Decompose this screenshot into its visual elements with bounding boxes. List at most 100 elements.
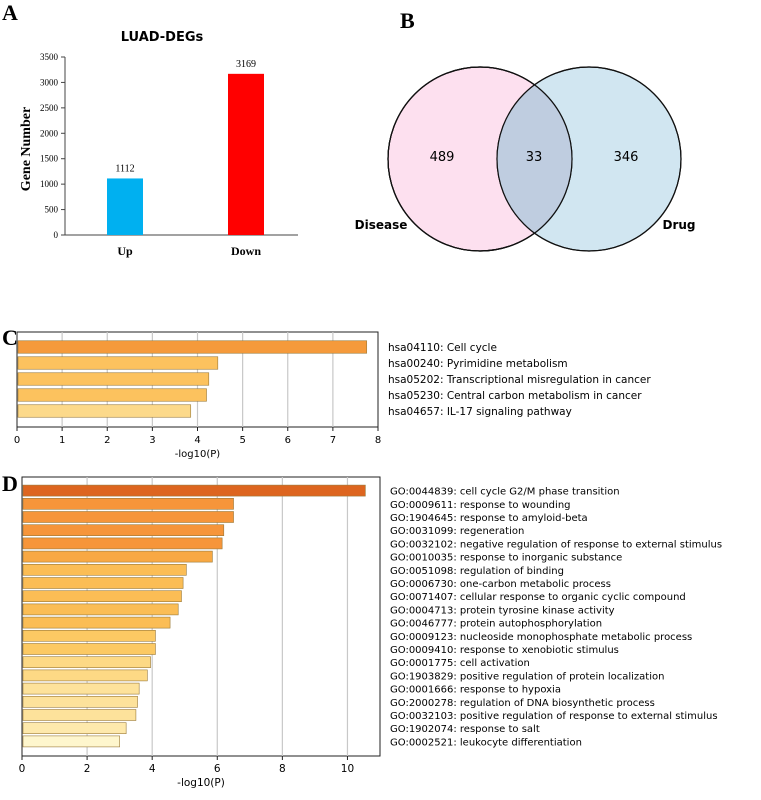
venn-label-disease: Disease [355, 218, 408, 232]
panel-d-bar [22, 484, 366, 497]
panel-a-data-label: 3169 [236, 59, 256, 70]
panel-d-term-label: GO:2000278: regulation of DNA biosynthet… [390, 698, 655, 709]
panel-a-bar-chart: LUAD-DEGs Gene Number 0 500 1000 1500 2000 25… [19, 30, 298, 258]
panel-c-kegg-bars: hsa04110: Cell cycle hsa00240: Pyrimidine… [14, 331, 651, 460]
panel-d-bar [22, 616, 171, 629]
panel-d-term-label: GO:0046777: protein autophosphorylation [390, 619, 602, 630]
panel-c-bar [17, 404, 192, 418]
panel-d-bar [22, 722, 127, 735]
panel-b-venn: 489 33 346 Disease Drug [355, 66, 696, 252]
venn-outline-drug [496, 66, 682, 252]
panel-c-bar [17, 372, 210, 386]
panel-d-term-label: GO:0044839: cell cycle G2/M phase transi… [390, 487, 620, 498]
panel-c-term-label: hsa04657: IL-17 signaling pathway [388, 406, 572, 418]
panel-a-ylabel: Gene Number [19, 107, 34, 191]
panel-d-term-label: GO:0001666: response to hypoxia [390, 685, 561, 696]
panel-d-bar [22, 643, 156, 655]
panel-d-term-label: GO:0009410: response to xenobiotic stimu… [390, 645, 619, 656]
venn-count-intersection: 33 [526, 150, 543, 165]
panel-d-xtick-label: 2 [84, 763, 91, 775]
venn-count-disease: 489 [430, 150, 455, 165]
panel-d-bar [22, 735, 120, 748]
venn-count-drug: 346 [614, 150, 639, 165]
panel-label-c: C [2, 325, 18, 350]
panel-d-bar [22, 537, 223, 550]
panel-d-bar [22, 709, 137, 721]
panel-a-bar-down [228, 73, 264, 236]
panel-d-term-label: GO:0009123: nucleoside monophosphate met… [390, 632, 692, 643]
panel-c-bar [17, 356, 219, 370]
panel-c-xtick-label: 7 [330, 435, 336, 446]
panel-c-xtick-label: 5 [239, 435, 245, 446]
panel-d-bar [22, 524, 225, 537]
panel-d-bar [22, 577, 184, 589]
panel-d-term-label: GO:1903829: positive regulation of prote… [390, 671, 664, 682]
panel-d-term-label: GO:0010035: response to inorganic substa… [390, 553, 622, 564]
panel-c-xtick-label: 2 [104, 435, 110, 446]
panel-d-bar [22, 603, 179, 616]
panel-c-bar [17, 388, 207, 402]
panel-d-xtick-label: 10 [341, 763, 354, 775]
panel-d-bar [22, 497, 234, 510]
panel-a-bar-up [107, 178, 143, 235]
panel-d-bar [22, 669, 148, 682]
panel-a-ytick-label: 0 [54, 230, 59, 240]
panel-a-ytick-label: 1500 [40, 154, 59, 164]
panel-c-xtick-label: 4 [194, 435, 200, 446]
panel-c-bar [17, 340, 368, 354]
panel-c-xtick-label: 6 [285, 435, 291, 446]
panel-d-term-label: GO:0051098: regulation of binding [390, 566, 564, 577]
panel-d-bar [22, 656, 151, 669]
panel-a-data-label: 1112 [115, 163, 134, 174]
panel-a-ytick-label: 2000 [40, 128, 59, 138]
venn-label-drug: Drug [662, 218, 695, 232]
panel-d-term-label: GO:0001775: cell activation [390, 658, 530, 669]
panel-a-ytick-label: 3000 [40, 77, 59, 87]
panel-d-bar [22, 511, 234, 523]
panel-d-term-label: GO:0032102: negative regulation of respo… [390, 539, 722, 550]
panel-d-term-label: GO:1902074: response to salt [390, 724, 540, 735]
panel-label-b: B [400, 8, 415, 33]
panel-a-category-label: Up [117, 244, 133, 258]
panel-c-xtick-label: 8 [375, 435, 381, 446]
panel-a-ytick-label: 1000 [40, 179, 59, 189]
panel-c-xtick-label: 1 [59, 435, 65, 446]
panel-d-term-label: GO:0006730: one-carbon metabolic process [390, 579, 611, 590]
panel-d-go-bars: GO:0044839: cell cycle G2/M phase transi… [19, 476, 722, 789]
panel-d-xtick-label: 6 [214, 763, 221, 775]
panel-c-term-label: hsa00240: Pyrimidine metabolism [388, 358, 568, 370]
panel-d-term-label: GO:0004713: protein tyrosine kinase acti… [390, 605, 615, 616]
panel-d-xtick-label: 8 [279, 763, 286, 775]
panel-c-xlabel: -log10(P) [175, 449, 221, 460]
panel-d-bar [22, 682, 140, 695]
panel-d-term-label: GO:0002521: leukocyte differentiation [390, 737, 582, 748]
panel-d-bar [22, 550, 213, 563]
panel-d-bar [22, 695, 138, 708]
panel-a-title: LUAD-DEGs [121, 30, 204, 45]
panel-a-ytick-label: 2500 [40, 103, 59, 113]
panel-d-xlabel: -log10(P) [177, 777, 225, 789]
panel-c-term-label: hsa05202: Transcriptional misregulation … [388, 374, 651, 386]
panel-d-term-label: GO:0009611: response to wounding [390, 500, 571, 511]
panel-c-term-label: hsa04110: Cell cycle [388, 342, 497, 354]
panel-d-term-label: GO:0032103: positive regulation of respo… [390, 711, 718, 722]
panel-a-ytick-label: 500 [45, 205, 59, 215]
panel-c-xtick-label: 3 [149, 435, 155, 446]
panel-c-term-label: hsa05230: Central carbon metabolism in c… [388, 390, 642, 402]
panel-a-category-label: Down [231, 244, 261, 258]
panel-d-bar [22, 629, 156, 642]
panel-a-ytick-label: 3500 [40, 52, 59, 62]
panel-d-term-label: GO:0031099: regeneration [390, 526, 524, 537]
panel-d-plot-frame [21, 476, 381, 757]
panel-d-term-label: GO:0071407: cellular response to organic… [390, 592, 686, 603]
panel-d-xtick-label: 0 [19, 763, 26, 775]
panel-d-xtick-label: 4 [149, 763, 156, 775]
panel-d-term-label: GO:1904645: response to amyloid-beta [390, 513, 588, 524]
panel-label-d: D [2, 471, 18, 496]
panel-c-xtick-label: 0 [14, 435, 20, 446]
panel-d-bar [22, 590, 182, 603]
venn-outline-disease [387, 66, 573, 252]
panel-label-a: A [2, 0, 18, 25]
venn-intersection [497, 84, 573, 234]
